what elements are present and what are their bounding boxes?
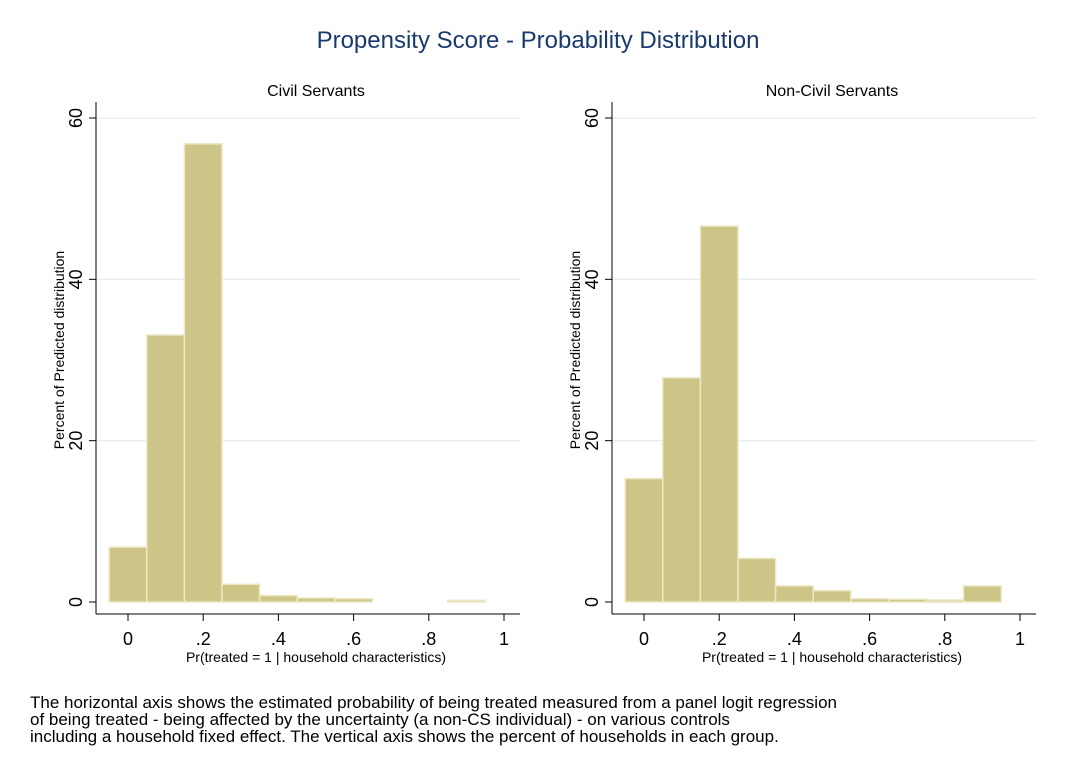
x-tick-label: .4 — [787, 629, 802, 649]
y-tick-label: 40 — [582, 269, 602, 289]
caption-line: including a household fixed effect. The … — [30, 727, 779, 746]
x-axis-label: Pr(treated = 1 | household characteristi… — [702, 649, 962, 665]
histogram-bar — [812, 589, 852, 603]
y-tick-label: 60 — [582, 108, 602, 128]
histogram-bar — [446, 599, 486, 603]
chart-panel-1: Civil Servants 0 20 40 60 0 .2 .4 .6 .8 1 Pr(treate… — [51, 83, 520, 665]
histogram-bar — [624, 477, 664, 603]
x-tick-label: 0 — [123, 629, 133, 649]
caption-line: The horizontal axis shows the estimated … — [30, 693, 837, 712]
histogram-bar — [925, 599, 965, 603]
y-tick-label: 20 — [582, 431, 602, 451]
histogram-bar — [699, 225, 739, 603]
y-tick-label: 20 — [66, 431, 86, 451]
y-axis-label: Percent of Predicted distribution — [51, 251, 67, 449]
x-tick-label: .8 — [421, 629, 436, 649]
x-tick-label: 1 — [1015, 629, 1025, 649]
histogram-bar — [258, 594, 298, 603]
x-tick-label: .6 — [862, 629, 877, 649]
y-tick-label: 40 — [66, 269, 86, 289]
x-tick-label: .2 — [712, 629, 727, 649]
histogram-bar — [334, 598, 374, 603]
histogram-bar — [737, 557, 777, 603]
figure: Propensity Score - Probability Distribut… — [51, 27, 1036, 665]
panel-subtitle: Non-Civil Servants — [766, 83, 898, 100]
x-tick-label: .8 — [937, 629, 952, 649]
x-tick-label: 0 — [639, 629, 649, 649]
y-tick-label: 0 — [582, 597, 602, 607]
caption-line: of being treated - being affected by the… — [30, 710, 730, 729]
histogram-bar — [146, 334, 186, 603]
x-tick-label: .6 — [346, 629, 361, 649]
histogram-bar — [296, 597, 336, 603]
x-tick-label: 1 — [499, 629, 509, 649]
chart-title: Propensity Score - Probability Distribut… — [317, 27, 760, 54]
histogram-bar — [108, 546, 148, 603]
histogram-bar — [774, 585, 814, 603]
histogram-bar — [183, 143, 223, 603]
caption: The horizontal axis shows the estimated … — [30, 694, 1060, 745]
y-axis-label: Percent of Predicted distribution — [567, 251, 583, 449]
histogram-bar — [962, 585, 1002, 603]
histogram-bar — [221, 583, 261, 603]
chart-panel-2: Non-Civil Servants 0 20 40 60 0 .2 .4 .6 .8 1 Pr(tr… — [567, 83, 1036, 665]
x-tick-label: .4 — [271, 629, 286, 649]
y-tick-label: 60 — [66, 108, 86, 128]
y-tick-label: 0 — [66, 597, 86, 607]
histogram-bar — [850, 598, 890, 603]
panel-subtitle: Civil Servants — [267, 83, 365, 100]
x-axis-label: Pr(treated = 1 | household characteristi… — [186, 649, 446, 665]
histogram-bar — [662, 376, 702, 603]
x-tick-label: .2 — [196, 629, 211, 649]
histogram-bar — [887, 598, 927, 603]
